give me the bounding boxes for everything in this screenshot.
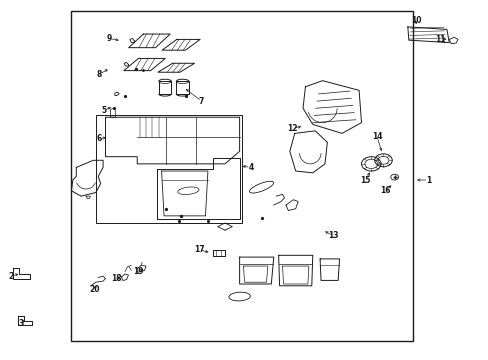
Text: 20: 20 (89, 285, 100, 294)
Text: 9: 9 (106, 34, 111, 43)
Text: 17: 17 (194, 246, 204, 255)
Text: 3: 3 (19, 319, 24, 328)
Text: 5: 5 (102, 105, 106, 114)
Text: 13: 13 (327, 231, 338, 240)
Bar (71, 12, 412, 341)
Text: 18: 18 (111, 274, 122, 283)
Text: 15: 15 (360, 176, 370, 185)
Text: 7: 7 (199, 96, 204, 105)
Text: 16: 16 (379, 186, 389, 195)
Text: 11: 11 (434, 35, 445, 44)
Text: 14: 14 (371, 132, 382, 141)
Text: 4: 4 (248, 163, 253, 172)
Text: 19: 19 (133, 267, 143, 276)
Text: 2: 2 (9, 271, 14, 280)
Text: 1: 1 (425, 176, 430, 185)
Text: 6: 6 (96, 134, 102, 143)
Text: 8: 8 (96, 70, 102, 79)
Bar (96, 116, 242, 223)
Text: 10: 10 (410, 16, 421, 25)
Text: 12: 12 (286, 123, 297, 132)
